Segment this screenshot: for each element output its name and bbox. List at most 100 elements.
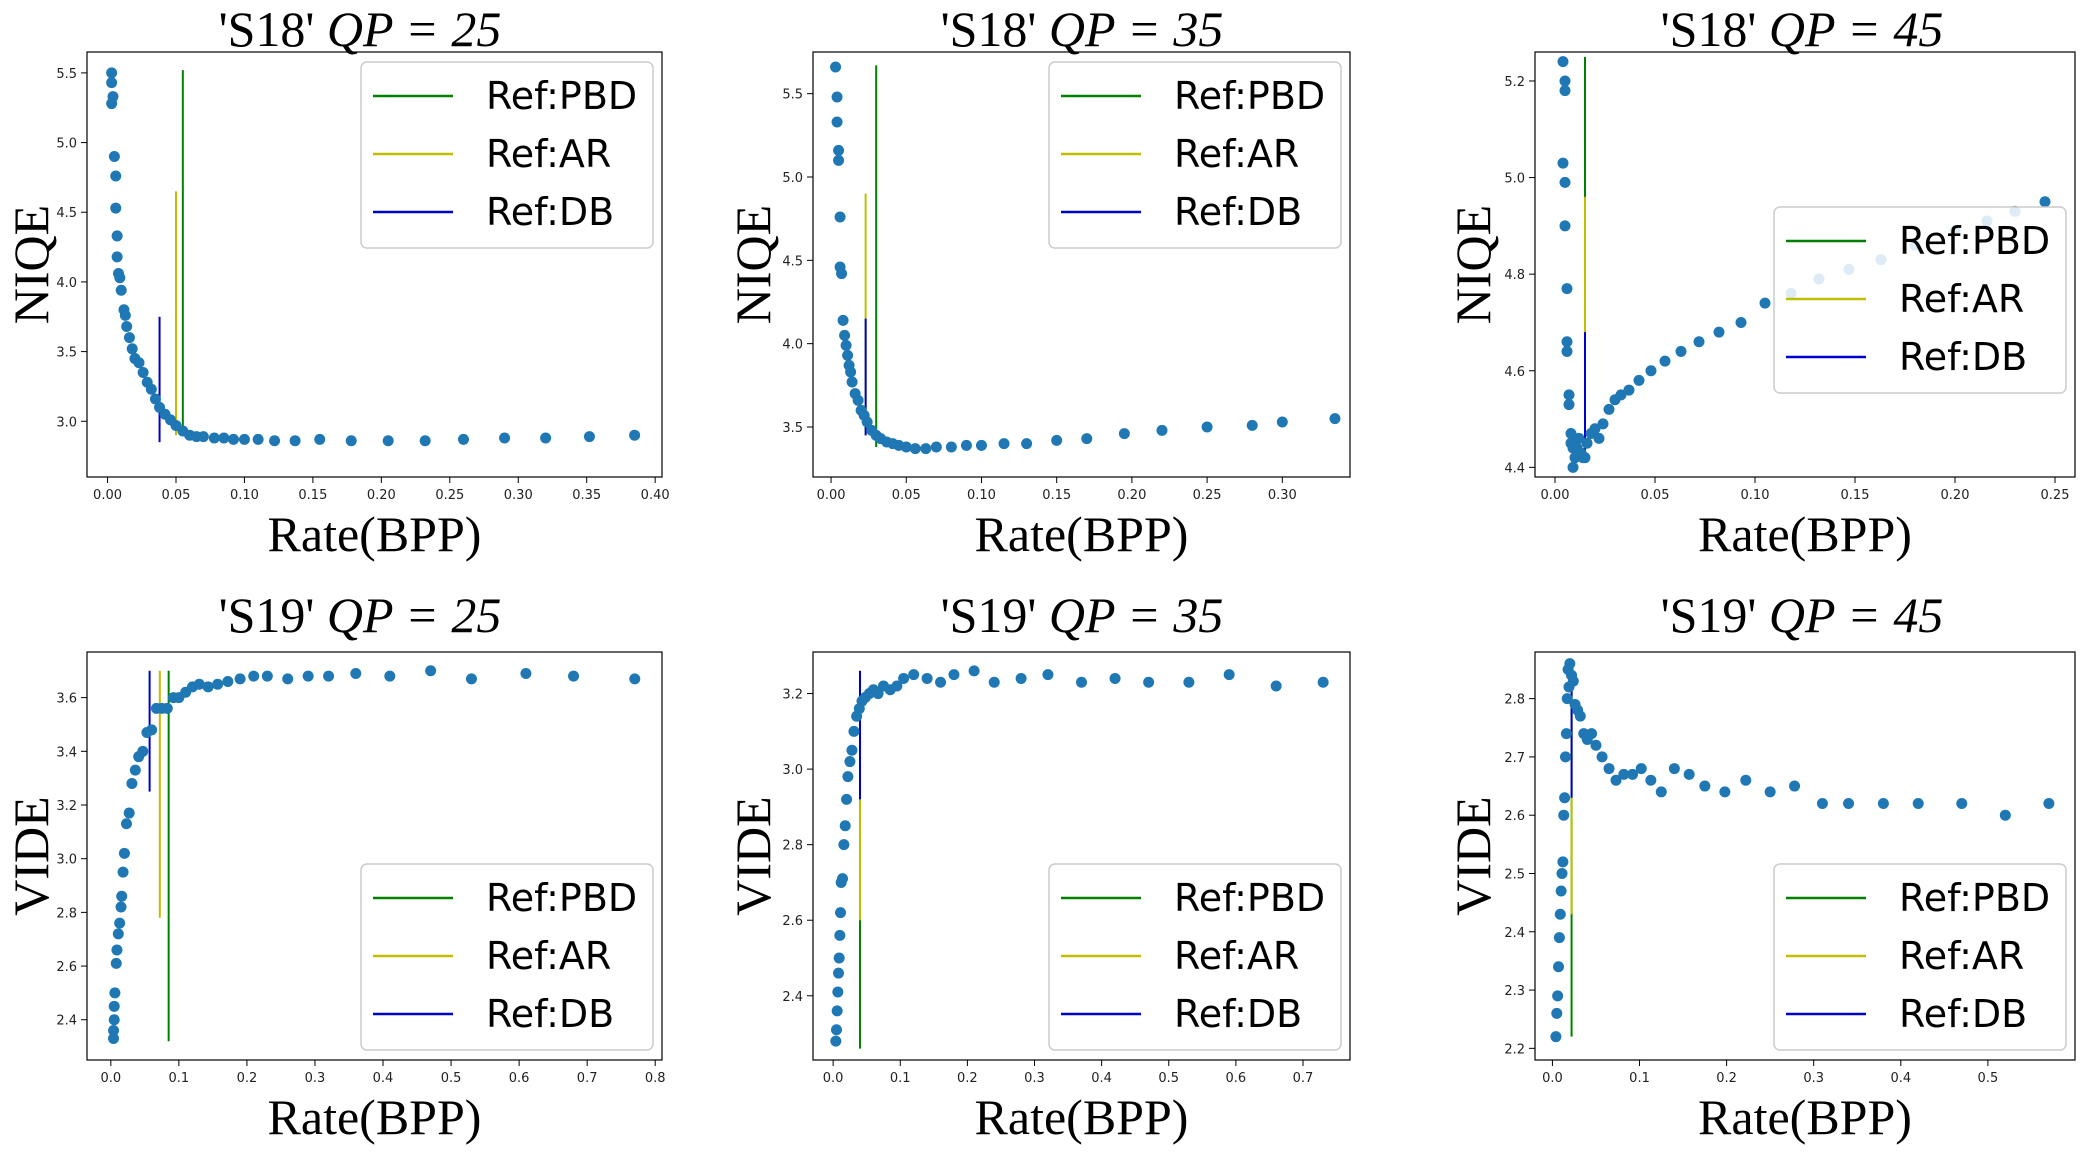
data-point bbox=[845, 366, 857, 378]
data-point bbox=[1317, 676, 1329, 688]
data-point bbox=[1719, 786, 1731, 798]
data-point bbox=[108, 1014, 120, 1026]
legend-frame bbox=[1048, 863, 1342, 1051]
data-point bbox=[835, 907, 847, 919]
data-point bbox=[1589, 423, 1601, 435]
legend-label-pbd: Ref:PBD bbox=[486, 74, 637, 118]
data-point bbox=[1590, 739, 1602, 751]
data-point bbox=[861, 416, 873, 428]
subplot-6: 'S19' QP = 45 0.0 0.1 0.2 0.3 0.4 0.5 2.2 2.3 2.4… bbox=[1445, 587, 2076, 1145]
y-tick-label: 2.6 bbox=[1504, 809, 1525, 824]
data-point bbox=[137, 745, 149, 757]
data-point bbox=[834, 211, 846, 223]
data-point bbox=[419, 435, 431, 447]
data-point bbox=[227, 433, 239, 445]
x-tick-label: 0.3 bbox=[305, 1071, 326, 1086]
data-point bbox=[1581, 437, 1593, 449]
y-axis-label: VIDE bbox=[725, 796, 781, 915]
data-point bbox=[1270, 680, 1282, 692]
data-point bbox=[1223, 669, 1235, 681]
data-point bbox=[1201, 421, 1213, 433]
x-tick-label: 0.05 bbox=[162, 488, 191, 503]
x-tick-label: 0.7 bbox=[1293, 1071, 1314, 1086]
data-point bbox=[844, 756, 856, 768]
data-point bbox=[234, 673, 246, 685]
data-point bbox=[583, 431, 595, 443]
plot-frame bbox=[1534, 51, 2076, 478]
data-point bbox=[1593, 432, 1605, 444]
legend-label-ar: Ref:AR bbox=[486, 132, 611, 176]
data-point bbox=[540, 432, 552, 444]
data-point bbox=[833, 154, 845, 166]
y-tick-label: 4.5 bbox=[56, 206, 77, 221]
x-tick-label: 0.20 bbox=[367, 488, 396, 503]
data-point bbox=[1554, 908, 1566, 920]
data-point bbox=[1557, 56, 1569, 68]
chart-title-prefix: 'S18' bbox=[1661, 1, 1769, 57]
x-axis-label: Rate(BPP) bbox=[268, 506, 482, 562]
data-point bbox=[900, 441, 912, 453]
data-point bbox=[1735, 316, 1747, 328]
data-point bbox=[1645, 774, 1657, 786]
data-point bbox=[499, 432, 511, 444]
data-point bbox=[1276, 416, 1288, 428]
data-point bbox=[1659, 355, 1671, 367]
data-point bbox=[1615, 389, 1627, 401]
y-tick-label: 3.6 bbox=[56, 692, 77, 707]
data-point bbox=[629, 673, 641, 685]
data-point bbox=[1877, 798, 1889, 810]
x-tick-label: 0.10 bbox=[230, 488, 259, 503]
data-point bbox=[1693, 336, 1705, 348]
data-point bbox=[1143, 676, 1155, 688]
x-tick-label: 0.10 bbox=[1741, 488, 1770, 503]
chart-title: 'S19' QP = 35 bbox=[941, 587, 1224, 643]
y-tick-label: 3.2 bbox=[782, 688, 803, 703]
x-tick-label: 0.2 bbox=[1716, 1071, 1737, 1086]
data-point bbox=[106, 67, 118, 79]
x-axis-label: Rate(BPP) bbox=[1698, 1089, 1912, 1145]
plot-frame bbox=[86, 651, 663, 1061]
data-point bbox=[1555, 885, 1567, 897]
data-point bbox=[1579, 452, 1591, 464]
data-point bbox=[1597, 418, 1609, 430]
data-point bbox=[115, 284, 127, 296]
chart-title: 'S18' QP = 35 bbox=[941, 1, 1224, 57]
data-point bbox=[1553, 932, 1565, 944]
data-point bbox=[1596, 751, 1608, 763]
chart-title-qp: QP = 35 bbox=[1049, 1, 1224, 57]
y-axis-label: NIQE bbox=[3, 205, 59, 324]
data-point bbox=[846, 744, 858, 756]
data-point bbox=[1550, 1031, 1562, 1043]
data-point bbox=[1713, 326, 1725, 338]
x-tick-label: 0.00 bbox=[817, 488, 846, 503]
data-point bbox=[1076, 676, 1087, 688]
y-tick-label: 3.5 bbox=[56, 346, 77, 361]
legend: Ref:PBD Ref:AR Ref:DB bbox=[360, 863, 654, 1051]
x-tick-label: 0.6 bbox=[1226, 1071, 1247, 1086]
y-tick-label: 4.0 bbox=[782, 338, 803, 353]
data-point bbox=[137, 366, 149, 378]
data-point bbox=[842, 771, 854, 783]
data-point bbox=[945, 441, 957, 453]
chart-title: 'S18' QP = 45 bbox=[1661, 1, 1944, 57]
data-point bbox=[289, 435, 301, 447]
data-point bbox=[1559, 75, 1571, 87]
y-tick-label: 5.5 bbox=[782, 88, 803, 103]
data-point bbox=[1912, 798, 1924, 810]
y-tick-label: 3.0 bbox=[56, 415, 77, 430]
data-point bbox=[123, 332, 135, 344]
data-point bbox=[1633, 374, 1645, 386]
data-point bbox=[998, 438, 1010, 450]
data-point bbox=[197, 431, 209, 443]
y-tick-label: 4.8 bbox=[1504, 268, 1525, 283]
data-point bbox=[111, 230, 123, 242]
legend-label-ar: Ref:AR bbox=[486, 934, 611, 978]
data-point bbox=[935, 676, 947, 688]
data-point bbox=[968, 665, 980, 677]
data-point bbox=[833, 967, 845, 979]
x-tick-label: 0.5 bbox=[1158, 1071, 1179, 1086]
data-point bbox=[1558, 809, 1570, 821]
data-point bbox=[269, 435, 281, 447]
x-tick-label: 0.05 bbox=[892, 488, 921, 503]
x-tick-label: 0.1 bbox=[1629, 1071, 1650, 1086]
